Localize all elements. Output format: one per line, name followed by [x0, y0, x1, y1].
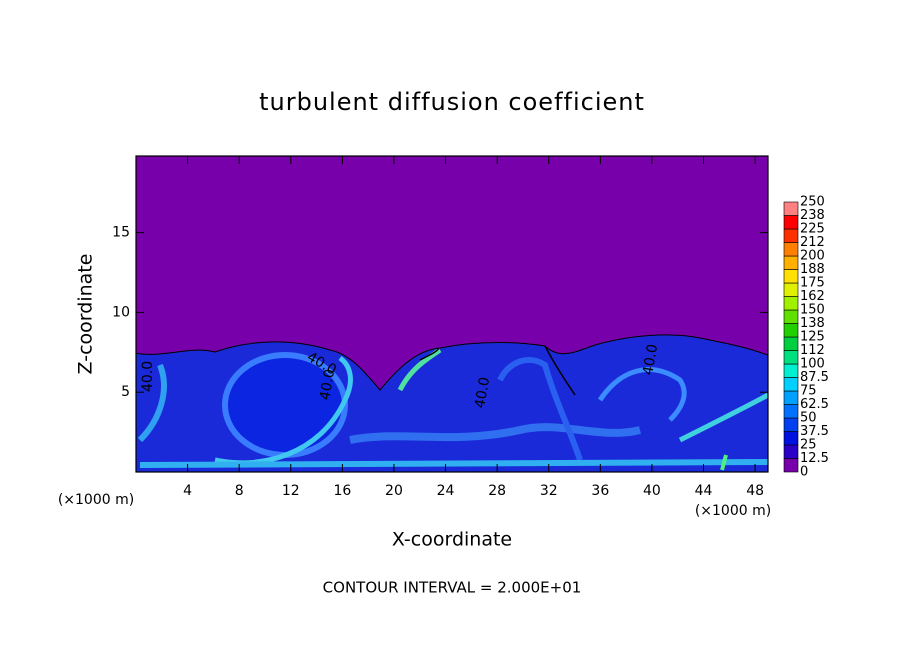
- x-tick-label: 12: [282, 483, 300, 499]
- field: [136, 334, 768, 472]
- colorbar-label: 175: [800, 276, 825, 291]
- x-tick-label: 44: [695, 483, 713, 499]
- colorbar-label: 50: [800, 411, 817, 426]
- colorbar-label: 100: [800, 357, 825, 372]
- colorbar-bin: [783, 255, 799, 270]
- colorbar-bin: [783, 363, 799, 378]
- colorbar-bin: [783, 269, 799, 284]
- x-tick-label: 4: [183, 483, 192, 499]
- contour-label: 40.0: [317, 368, 338, 401]
- colorbar-bin: [783, 336, 799, 351]
- colorbar-bin: [783, 417, 799, 432]
- colorbar-bin: [783, 201, 799, 216]
- x-tick-label: 20: [385, 483, 403, 499]
- footnote: CONTOUR INTERVAL = 2.000E+01: [323, 579, 582, 597]
- x-axis-label: X-coordinate: [392, 529, 512, 551]
- x-tick-label: 32: [540, 483, 558, 499]
- colorbar-bin: [783, 458, 799, 473]
- colorbar-label: 212: [800, 235, 825, 250]
- x-tick-label: 28: [488, 483, 506, 499]
- y-tick-label: 15: [112, 225, 130, 241]
- colorbar-bin: [783, 404, 799, 419]
- colorbar-label: 188: [800, 262, 825, 277]
- colorbar-label: 238: [800, 208, 825, 223]
- colorbar-label: 138: [800, 316, 825, 331]
- y-tick-label: 5: [121, 384, 130, 400]
- colorbar-bin: [783, 215, 799, 230]
- contour-label: 40.0: [140, 361, 156, 392]
- x-tick-label: 16: [333, 483, 351, 499]
- colorbar-label: 112: [800, 343, 825, 358]
- y-tick-label: 10: [112, 304, 130, 320]
- colorbar-label: 62.5: [800, 397, 829, 412]
- colorbar-bin: [783, 377, 799, 392]
- contour-label: 40.0: [640, 343, 661, 376]
- colorbar-label: 162: [800, 289, 825, 304]
- contour-label: 40.0: [472, 376, 493, 409]
- colorbar-bin: [783, 309, 799, 324]
- colorbar-label: 200: [800, 249, 825, 264]
- colorbar-bin: [783, 282, 799, 297]
- x-tick-label: 36: [591, 483, 609, 499]
- colorbar-bin: [783, 431, 799, 446]
- colorbar-bin: [783, 323, 799, 338]
- colorbar-label: 75: [800, 384, 817, 399]
- colorbar-label: 125: [800, 330, 825, 345]
- chart-title: turbulent diffusion coefficient: [259, 88, 645, 116]
- colorbar-label: 150: [800, 303, 825, 318]
- plot-frame: [135, 155, 769, 473]
- x-tick-label: 24: [437, 483, 455, 499]
- colorbar-label: 87.5: [800, 370, 829, 385]
- x-tick-label: 40: [643, 483, 661, 499]
- x-unit: (×1000 m): [695, 503, 771, 519]
- colorbar-bin: [783, 350, 799, 365]
- colorbar-bin: [783, 444, 799, 459]
- colorbar-bin: [783, 228, 799, 243]
- colorbar-label: 37.5: [800, 424, 829, 439]
- colorbar-label: 12.5: [800, 451, 829, 466]
- y-axis-label: Z-coordinate: [75, 254, 97, 375]
- x-tick-label: 48: [746, 483, 764, 499]
- colorbar-label: 25: [800, 438, 817, 453]
- x-tick-label: 8: [235, 483, 244, 499]
- colorbar-bin: [783, 390, 799, 405]
- y-unit: (×1000 m): [58, 492, 134, 508]
- colorbar-label: 250: [800, 195, 825, 210]
- colorbar-label: 0: [800, 465, 808, 480]
- colorbar-bin: [783, 242, 799, 257]
- colorbar-label: 225: [800, 222, 825, 237]
- colorbar-bin: [783, 296, 799, 311]
